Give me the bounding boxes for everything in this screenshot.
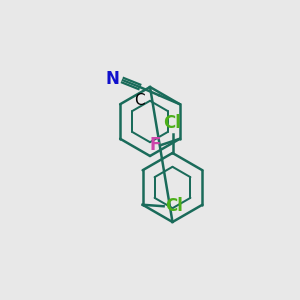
Text: C: C: [134, 93, 145, 108]
Text: Cl: Cl: [164, 114, 181, 132]
Text: Cl: Cl: [165, 197, 183, 215]
Text: N: N: [105, 70, 119, 88]
Text: F: F: [149, 136, 160, 154]
